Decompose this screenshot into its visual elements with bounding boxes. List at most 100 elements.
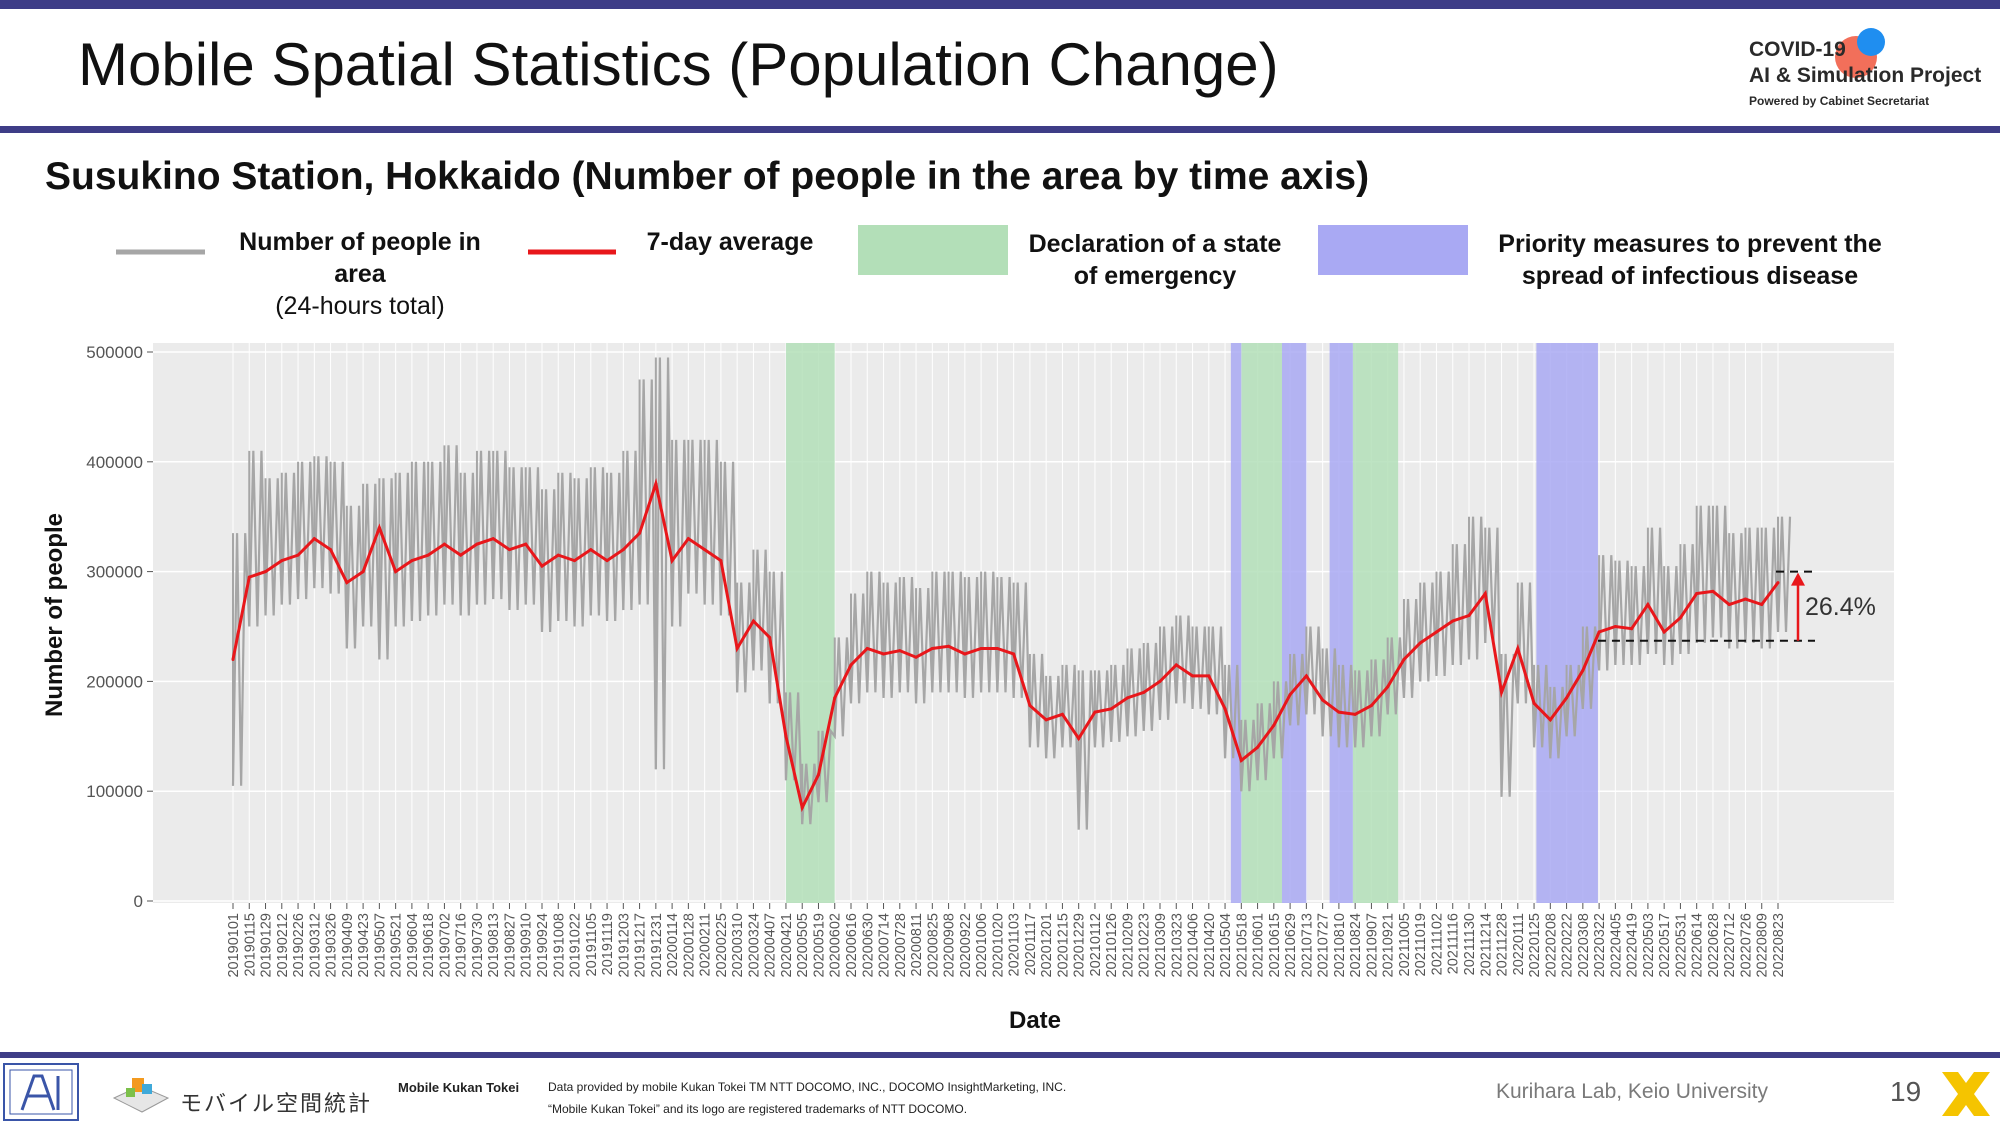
average-point	[930, 646, 934, 650]
average-point	[686, 537, 690, 541]
annotation-label: 26.4%	[1805, 593, 1876, 621]
average-point	[703, 548, 707, 552]
x-tick-label: 20191203	[616, 913, 632, 978]
average-point	[1434, 630, 1438, 634]
x-axis: 20190101 20190115 20190129 20190212 20190226…	[226, 903, 1787, 978]
x-tick-label: 20220405	[1608, 913, 1624, 978]
x-tick-label: 20200519	[811, 913, 827, 978]
x-tick-label: 20190115	[242, 913, 258, 976]
x-tick-label: 20210112	[1088, 913, 1104, 976]
x-tick-label: 20200128	[681, 913, 697, 978]
provider-line-1: Data provided by mobile Kukan Tokei TM N…	[548, 1080, 1067, 1094]
x-tick-label: 20220208	[1543, 913, 1559, 978]
x-tick-label: 20211130	[1462, 913, 1478, 975]
average-point	[589, 548, 593, 552]
x-tick-label: 20190226	[291, 913, 307, 978]
legend-priority-line2: spread of infectious disease	[1521, 262, 1859, 290]
average-point	[491, 537, 495, 541]
average-point	[540, 564, 544, 568]
average-point	[1516, 646, 1520, 650]
x-tick-label: 20220517	[1657, 913, 1673, 978]
x-tick-label: 20220809	[1755, 913, 1771, 978]
x-tick-label: 20190924	[535, 913, 551, 978]
x-tick-label: 20220614	[1690, 913, 1706, 978]
x-tick-label: 20200225	[714, 913, 730, 978]
mobile-kukan-logo-icon	[112, 1078, 170, 1113]
x-tick-label: 20190101	[226, 913, 242, 978]
average-point	[1646, 603, 1650, 607]
legend-people: Number of people in area (24-hours total…	[210, 226, 510, 322]
brand-jp: モバイル空間統計	[180, 1091, 373, 1116]
average-point	[296, 553, 300, 557]
average-point	[475, 542, 479, 546]
average-point	[1695, 592, 1699, 596]
average-point	[1386, 685, 1390, 689]
average-point	[1662, 630, 1666, 634]
average-point	[1272, 723, 1276, 727]
legend-average-label: 7-day average	[646, 228, 814, 256]
x-tick-label: 20210406	[1186, 913, 1202, 978]
x-tick-label: 20191105	[584, 913, 600, 976]
x-tick-label: 20201201	[1039, 913, 1055, 978]
x-tick-label: 20220503	[1641, 913, 1657, 978]
x-tick-label: 20210420	[1202, 913, 1218, 978]
average-point	[751, 619, 755, 623]
average-line	[231, 478, 1780, 813]
x-tick-label: 20190827	[502, 913, 518, 978]
logo-line-3: Powered by Cabinet Secretariat	[1749, 94, 1930, 108]
x-tick-label: 20201117	[1023, 913, 1039, 975]
average-point	[849, 663, 853, 667]
logo-line-2: AI & Simulation Project	[1749, 64, 1982, 87]
average-point	[1532, 701, 1536, 705]
x-tick-label: 20210615	[1267, 913, 1283, 978]
average-point	[865, 646, 869, 650]
slide-title: Mobile Spatial Statistics (Population Ch…	[78, 31, 1279, 98]
x-tick-label: 20210323	[1169, 913, 1185, 978]
legend-emergency: Declaration of a state of emergency	[1010, 228, 1300, 292]
y-tick-label: 500000	[86, 343, 143, 362]
x-tick-label: 20211228	[1495, 913, 1511, 976]
average-point	[1678, 616, 1682, 620]
average-point	[459, 553, 463, 557]
legend-priority-line1: Priority measures to prevent the	[1498, 230, 1882, 258]
annotation-arrow-head	[1791, 572, 1805, 586]
x-tick-label: 20200811	[909, 913, 925, 976]
x-tick-label: 20210824	[1348, 913, 1364, 978]
priority-band	[1329, 343, 1353, 903]
average-point	[361, 570, 365, 574]
average-point	[1191, 674, 1195, 678]
average-point	[329, 548, 333, 552]
average-point	[1077, 736, 1081, 740]
x-tick-label: 20191022	[568, 913, 584, 978]
average-point	[1483, 592, 1487, 596]
average-point	[800, 806, 804, 810]
x-tick-label: 20220111	[1511, 913, 1527, 975]
average-point	[1012, 652, 1016, 656]
average-point	[312, 537, 316, 541]
x-logo-icon	[1942, 1072, 1990, 1116]
average-point	[882, 652, 886, 656]
x-tick-label: 20200407	[763, 913, 779, 978]
x-tick-label: 20220712	[1722, 913, 1738, 978]
average-point	[1060, 712, 1064, 716]
average-point	[1565, 696, 1569, 700]
y-axis-label: Number of people	[41, 513, 68, 717]
average-point	[816, 773, 820, 777]
legend-people-label: Number of people in area	[239, 228, 481, 288]
average-point	[1630, 627, 1634, 631]
footer-divider	[0, 1052, 2000, 1058]
average-point	[979, 646, 983, 650]
average-point	[556, 553, 560, 557]
logo-line-1: COVID-19	[1749, 38, 1846, 61]
x-tick-label: 20200922	[958, 913, 974, 978]
x-tick-label: 20210223	[1137, 913, 1153, 978]
x-axis-label: Date	[1009, 1007, 1061, 1034]
legend-emergency-line1: Declaration of a state	[1028, 230, 1282, 258]
average-point	[1304, 674, 1308, 678]
x-tick-label: 20211019	[1413, 913, 1429, 976]
x-tick-label: 20190716	[454, 913, 470, 978]
x-tick-label: 20201229	[1072, 913, 1088, 978]
average-point	[1402, 657, 1406, 661]
average-point	[735, 646, 739, 650]
average-point	[1158, 679, 1162, 683]
